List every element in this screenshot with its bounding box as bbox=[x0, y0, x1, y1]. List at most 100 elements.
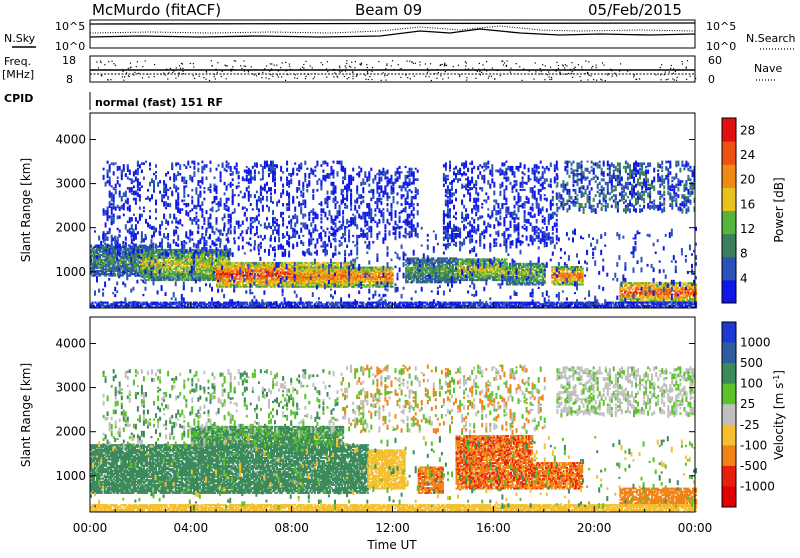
freq-scatter-point bbox=[438, 72, 439, 73]
freq-scatter-point bbox=[269, 70, 270, 71]
freq-scatter-point bbox=[529, 70, 530, 71]
freq-scatter-point bbox=[492, 68, 493, 69]
freq-scatter-point bbox=[667, 79, 668, 80]
freq-scatter-point bbox=[334, 69, 335, 70]
freq-scatter-point bbox=[105, 69, 106, 70]
freq-scatter-point bbox=[203, 77, 204, 78]
freq-scatter-point bbox=[477, 71, 478, 72]
freq-scatter-point bbox=[523, 68, 524, 69]
freq-scatter-point bbox=[356, 76, 357, 77]
freq-scatter-point bbox=[122, 76, 123, 77]
freq-scatter-point bbox=[504, 62, 505, 63]
freq-scatter-point bbox=[491, 76, 492, 77]
freq-scatter-point bbox=[245, 66, 246, 67]
freq-scatter-point bbox=[510, 72, 511, 73]
freq-scatter-point bbox=[544, 79, 545, 80]
power-cell bbox=[392, 267, 394, 269]
freq-scatter-point bbox=[196, 74, 197, 75]
freq-scatter-point bbox=[535, 62, 536, 63]
freq-scatter-point bbox=[531, 73, 532, 74]
freq-scatter-point bbox=[549, 76, 550, 77]
freq-scatter-point bbox=[475, 78, 476, 79]
freq-scatter-point bbox=[372, 71, 373, 72]
freq-scatter-point bbox=[133, 74, 134, 75]
freq-scatter-point bbox=[571, 62, 572, 63]
freq-scatter-point bbox=[308, 74, 309, 75]
freq-scatter-point bbox=[130, 63, 131, 64]
freq-scatter-point bbox=[506, 65, 507, 66]
freq-scatter-point bbox=[361, 64, 362, 65]
freq-scatter-point bbox=[381, 80, 382, 81]
freq-scatter-point bbox=[193, 75, 194, 76]
freq-scatter-point bbox=[182, 63, 183, 64]
freq-scatter-point bbox=[560, 74, 561, 75]
freq-scatter-point bbox=[407, 77, 408, 78]
freq-scatter-point bbox=[602, 62, 603, 63]
freq-scatter-point bbox=[466, 80, 467, 81]
freq-scatter-point bbox=[596, 80, 597, 81]
freq-scatter-point bbox=[124, 76, 125, 77]
freq-scatter-point bbox=[592, 66, 593, 67]
freq-scatter-point bbox=[535, 71, 536, 72]
freq-scatter-point bbox=[686, 79, 687, 80]
freq-scatter-point bbox=[428, 70, 429, 71]
freq-scatter-point bbox=[367, 71, 368, 72]
freq-scatter-point bbox=[551, 79, 552, 80]
freq-scatter-point bbox=[178, 76, 179, 77]
freq-scatter-point bbox=[339, 67, 340, 68]
freq-scatter-point bbox=[179, 74, 180, 75]
freq-scatter-point bbox=[281, 76, 282, 77]
freq-scatter-point bbox=[340, 72, 341, 73]
freq-scatter-point bbox=[677, 70, 678, 71]
freq-scatter-point bbox=[445, 71, 446, 72]
freq-scatter-point bbox=[563, 65, 564, 66]
freq-scatter-point bbox=[241, 68, 242, 69]
freq-scatter-point bbox=[366, 64, 367, 65]
freq-scatter-point bbox=[588, 61, 589, 62]
freq-label-line1: Freq. bbox=[4, 55, 31, 68]
freq-scatter-point bbox=[326, 68, 327, 69]
freq-scatter-point bbox=[378, 61, 379, 62]
freq-scatter-point bbox=[400, 77, 401, 78]
freq-scatter-point bbox=[674, 79, 675, 80]
freq-scatter-point bbox=[535, 73, 536, 74]
freq-scatter-point bbox=[227, 66, 228, 67]
freq-scatter-point bbox=[434, 73, 435, 74]
freq-scatter-point bbox=[134, 72, 135, 73]
freq-scatter-point bbox=[333, 69, 334, 70]
freq-scatter-point bbox=[414, 76, 415, 77]
freq-scatter-point bbox=[574, 68, 575, 69]
power-cell bbox=[292, 267, 294, 269]
freq-scatter-point bbox=[365, 79, 366, 80]
freq-scatter-point bbox=[183, 71, 184, 72]
freq-scatter-point bbox=[612, 76, 613, 77]
freq-scatter-point bbox=[682, 61, 683, 62]
freq-scatter-point bbox=[258, 74, 259, 75]
power-cell bbox=[337, 267, 339, 269]
freq-scatter-point bbox=[217, 72, 218, 73]
freq-scatter-point bbox=[142, 66, 143, 67]
freq-scatter-point bbox=[585, 61, 586, 62]
freq-scatter-point bbox=[199, 76, 200, 77]
freq-scatter-point bbox=[686, 67, 687, 68]
freq-scatter-point bbox=[479, 71, 480, 72]
freq-scatter-point bbox=[368, 79, 369, 80]
freq-scatter-point bbox=[437, 69, 438, 70]
freq-scatter-point bbox=[616, 75, 617, 76]
freq-scatter-point bbox=[549, 79, 550, 80]
freq-scatter-point bbox=[256, 75, 257, 76]
freq-scatter-point bbox=[564, 69, 565, 70]
freq-scatter-point bbox=[479, 63, 480, 64]
freq-scatter-point bbox=[289, 64, 290, 65]
freq-scatter-point bbox=[170, 68, 171, 69]
freq-scatter-point bbox=[180, 68, 181, 69]
freq-scatter-point bbox=[412, 69, 413, 70]
freq-scatter-point bbox=[179, 72, 180, 73]
freq-tick-top: 18 bbox=[62, 54, 76, 67]
freq-scatter-point bbox=[165, 75, 166, 76]
freq-label-line2: [MHz] bbox=[2, 68, 34, 81]
freq-scatter-point bbox=[371, 79, 372, 80]
nave-tick-bottom: 0 bbox=[708, 73, 715, 86]
freq-scatter-point bbox=[215, 69, 216, 70]
